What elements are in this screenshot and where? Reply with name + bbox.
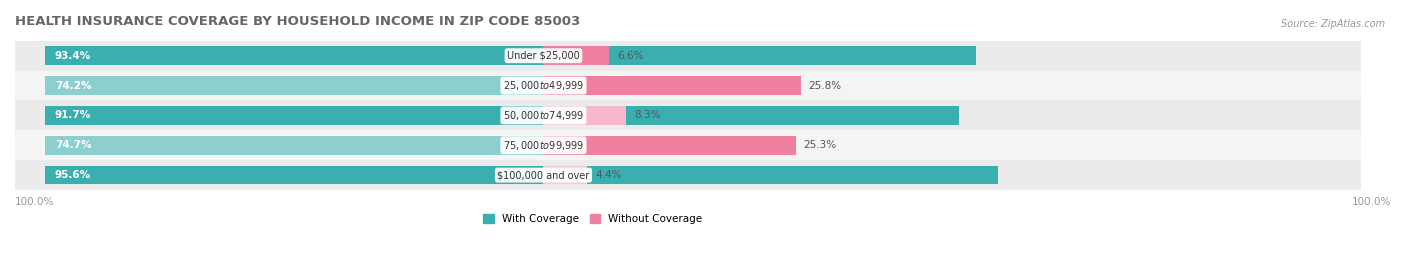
Text: 25.3%: 25.3% bbox=[804, 140, 837, 150]
Bar bbox=[45, 76, 785, 95]
Bar bbox=[15, 101, 1361, 130]
Bar bbox=[45, 106, 959, 125]
Bar bbox=[45, 166, 998, 184]
Bar bbox=[544, 47, 609, 65]
Bar bbox=[544, 76, 800, 95]
Bar bbox=[15, 71, 1361, 101]
Bar bbox=[45, 136, 790, 154]
Text: HEALTH INSURANCE COVERAGE BY HOUSEHOLD INCOME IN ZIP CODE 85003: HEALTH INSURANCE COVERAGE BY HOUSEHOLD I… bbox=[15, 15, 581, 28]
Bar bbox=[15, 160, 1361, 190]
Text: $25,000 to $49,999: $25,000 to $49,999 bbox=[503, 79, 583, 92]
Text: Source: ZipAtlas.com: Source: ZipAtlas.com bbox=[1281, 19, 1385, 29]
Text: 25.8%: 25.8% bbox=[808, 81, 842, 91]
Bar bbox=[544, 106, 626, 125]
Text: 74.2%: 74.2% bbox=[55, 81, 91, 91]
Text: 100.0%: 100.0% bbox=[15, 197, 55, 207]
Bar bbox=[15, 130, 1361, 160]
Text: 8.3%: 8.3% bbox=[634, 110, 661, 121]
Bar bbox=[45, 47, 976, 65]
Text: 91.7%: 91.7% bbox=[55, 110, 91, 121]
Text: 74.7%: 74.7% bbox=[55, 140, 91, 150]
Bar bbox=[544, 136, 796, 154]
Text: 95.6%: 95.6% bbox=[55, 170, 91, 180]
Legend: With Coverage, Without Coverage: With Coverage, Without Coverage bbox=[479, 210, 707, 228]
Text: $50,000 to $74,999: $50,000 to $74,999 bbox=[503, 109, 583, 122]
Text: $100,000 and over: $100,000 and over bbox=[498, 170, 589, 180]
Text: $75,000 to $99,999: $75,000 to $99,999 bbox=[503, 139, 583, 152]
Bar bbox=[544, 166, 588, 184]
Bar bbox=[15, 41, 1361, 71]
Text: 100.0%: 100.0% bbox=[1351, 197, 1391, 207]
Text: 6.6%: 6.6% bbox=[617, 51, 644, 61]
Text: Under $25,000: Under $25,000 bbox=[508, 51, 579, 61]
Text: 93.4%: 93.4% bbox=[55, 51, 91, 61]
Text: 4.4%: 4.4% bbox=[595, 170, 621, 180]
